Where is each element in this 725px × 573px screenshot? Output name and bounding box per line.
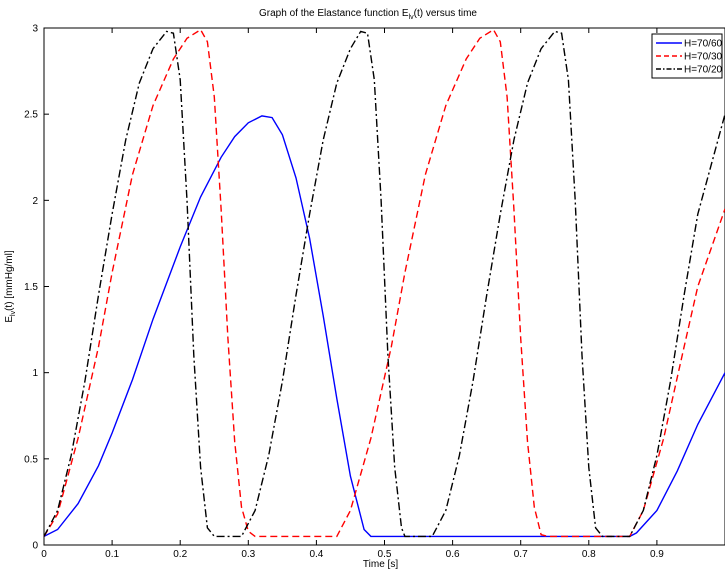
x-tick-label: 0.3 bbox=[241, 549, 255, 560]
ticks-layer: 0 0.1 0.2 0.3 0.4 0.5 0.6 0.7 0.8 0.9 0 0.5 1 1.5 2 2.5… bbox=[24, 24, 664, 561]
x-tick-label: 0.4 bbox=[309, 549, 323, 560]
y-tick-label: 2.5 bbox=[24, 110, 38, 121]
y-tick-label: 0.5 bbox=[24, 454, 38, 465]
series-layer bbox=[43, 28, 725, 538]
x-axis-label: Time [s] bbox=[363, 559, 398, 570]
series-line-2 bbox=[43, 28, 725, 538]
y-axis-label-subscript: lv bbox=[10, 310, 17, 316]
y-tick-label: 0 bbox=[32, 541, 38, 552]
legend-box bbox=[651, 33, 723, 79]
chart-title-main: Graph of the Elastance function E bbox=[259, 8, 409, 19]
x-tick-label: 0.5 bbox=[378, 549, 392, 560]
legend-label-2: H=70/30 bbox=[684, 52, 723, 63]
y-axis-label-tail: (t) [mmHg/ml] bbox=[4, 250, 15, 311]
y-axis-label-main: E bbox=[4, 316, 15, 323]
y-tick-label: 1.5 bbox=[24, 282, 38, 293]
x-tick-label: 0.8 bbox=[582, 549, 596, 560]
legend-label-1: H=70/60 bbox=[684, 39, 723, 50]
y-tick-label: 2 bbox=[32, 196, 38, 207]
chart-title-tail: (t) versus time bbox=[414, 8, 478, 19]
x-tick-label: 0.7 bbox=[514, 549, 528, 560]
x-tick-label: 0.1 bbox=[105, 549, 119, 560]
y-tick-label: 3 bbox=[32, 24, 38, 35]
x-tick-label: 0.2 bbox=[173, 549, 187, 560]
legend-label-3: H=70/20 bbox=[684, 65, 723, 76]
series-line-3 bbox=[43, 30, 725, 538]
x-tick-label: 0 bbox=[41, 549, 47, 560]
x-tick-label: 0.6 bbox=[446, 549, 460, 560]
series-line-1 bbox=[43, 115, 725, 538]
y-axis-label: Elv(t) [mmHg/ml] bbox=[4, 250, 17, 323]
plot-area: 0 0.1 0.2 0.3 0.4 0.5 0.6 0.7 0.8 0.9 0 0.5 1 1.5 2 2.5… bbox=[24, 24, 725, 561]
chart-title: Graph of the Elastance function Elv(t) v… bbox=[259, 8, 477, 21]
y-tick-label: 1 bbox=[32, 368, 38, 379]
x-tick-label: 0.9 bbox=[650, 549, 664, 560]
legend: H=70/60 H=70/30 H=70/20 bbox=[651, 33, 723, 79]
chart-title-subscript: lv bbox=[409, 14, 415, 21]
